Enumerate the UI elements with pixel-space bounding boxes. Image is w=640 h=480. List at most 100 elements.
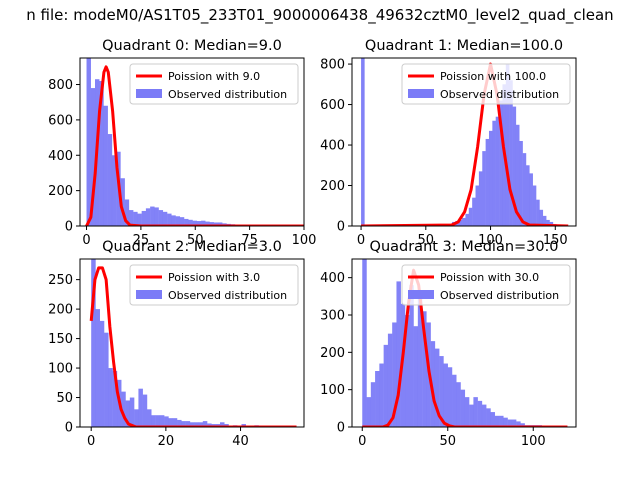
y-tick-label: 800: [48, 78, 73, 93]
y-tick-label: 400: [320, 139, 345, 154]
y-tick-label: 600: [48, 113, 73, 128]
hist-bar: [121, 391, 126, 427]
hist-bar: [162, 211, 168, 226]
hist-bar: [539, 209, 544, 226]
x-tick-label: 100: [521, 434, 546, 449]
hist-bar: [129, 397, 135, 427]
hist-bar: [196, 221, 202, 226]
hist-bar: [188, 219, 193, 226]
hist-bar: [134, 409, 139, 427]
hist-bar: [469, 404, 474, 427]
hist-bar: [179, 217, 185, 226]
y-tick-label: 400: [48, 149, 73, 164]
y-tick-label: 0: [337, 220, 345, 235]
hist-bar: [138, 388, 143, 427]
hist-bar: [207, 423, 212, 427]
hist-bar: [546, 219, 550, 226]
poisson-line: [89, 266, 297, 427]
hist-bar: [529, 173, 533, 226]
hist-bar: [194, 422, 199, 427]
legend-poisson-label: Poission with 3.0: [168, 271, 260, 284]
hist-bar: [103, 105, 108, 226]
hist-bar: [361, 58, 365, 226]
x-tick-label: 20: [158, 434, 175, 449]
hist-bar: [409, 285, 414, 427]
hist-bar: [430, 341, 436, 427]
hist-bar: [137, 213, 142, 226]
legend: Poission with 30.0 Observed distribution: [401, 264, 571, 306]
x-tick-label: 25: [133, 233, 150, 248]
subplot-title: Quadrant 1: Median=100.0: [365, 38, 563, 54]
x-tick-label: 0: [82, 233, 90, 248]
legend-hist-swatch: [136, 290, 162, 299]
hist-bar: [177, 419, 182, 427]
hist-bar: [189, 422, 195, 427]
hist-bar: [422, 311, 427, 427]
x-tick-label: 150: [543, 233, 568, 248]
x-tick-label: 40: [232, 434, 249, 449]
hist-bar: [366, 397, 372, 427]
subplot-quadrant-2: 0 20 40 0 50 100 150 200 250 Quadrant 2: Median=3…: [48, 239, 305, 449]
x-tick-label: 0: [87, 434, 95, 449]
figure-suptitle: n file: modeM0/AS1T05_233T01_9000006438_…: [26, 6, 613, 25]
hist-bar: [492, 120, 496, 226]
hist-bar: [494, 415, 500, 427]
hist-bar: [185, 421, 191, 427]
hist-bar: [462, 217, 466, 226]
subplot-title: Quadrant 0: Median=9.0: [102, 38, 282, 54]
hist-bar: [128, 210, 134, 226]
hist-bar: [141, 210, 147, 226]
hist-bar: [477, 400, 483, 427]
hist-bar: [481, 404, 487, 427]
x-tick-label: 0: [358, 434, 366, 449]
hist-bar: [520, 423, 525, 427]
hist-bar: [168, 418, 173, 427]
hist-bar: [519, 140, 523, 226]
hist-bar: [486, 408, 491, 427]
hist-bar: [159, 415, 165, 427]
legend-box: [401, 63, 571, 105]
axes-frame: [79, 57, 305, 227]
y-tick-label: 800: [320, 58, 345, 73]
hist-bar: [488, 130, 493, 226]
hist-bar: [181, 421, 186, 427]
hist-bar: [172, 418, 178, 427]
x-tick-label: 50: [439, 434, 456, 449]
hist-bar: [434, 348, 440, 427]
hist-bar: [167, 213, 172, 226]
hist-bar: [485, 138, 490, 226]
legend: Poission with 9.0 Observed distribution: [129, 63, 299, 105]
y-tick-label: 300: [320, 309, 345, 324]
x-tick-label: 50: [187, 233, 204, 248]
x-tick-label: 0: [357, 233, 365, 248]
y-tick-label: 600: [320, 98, 345, 113]
hist-bar: [192, 220, 197, 226]
y-tick-label: 150: [48, 332, 73, 347]
y-tick-label: 0: [65, 220, 73, 235]
x-tick-label: 50: [418, 233, 435, 248]
hist-bar: [213, 222, 219, 226]
hist-bar: [460, 389, 466, 427]
plot-area: [89, 259, 297, 427]
hist-bar: [205, 221, 210, 226]
hist-bar: [515, 124, 520, 226]
legend-poisson-label: Poission with 9.0: [168, 70, 260, 83]
legend-observed-label: Observed distribution: [168, 88, 287, 101]
hist-bar: [536, 199, 540, 226]
x-tick-label: 100: [478, 233, 503, 248]
y-tick-label: 200: [320, 179, 345, 194]
hist-bar: [112, 371, 118, 427]
hist-bar: [111, 155, 117, 226]
y-tick-label: 400: [320, 271, 345, 286]
hist-bar: [175, 216, 181, 226]
hist-bar: [158, 210, 164, 226]
hist-bar: [201, 220, 206, 226]
poisson-line: [85, 65, 304, 226]
hist-bar: [458, 219, 463, 226]
hist-bar: [499, 415, 504, 427]
y-tick-label: 100: [48, 362, 73, 377]
hist-bar: [473, 397, 478, 427]
hist-bar: [133, 211, 138, 226]
